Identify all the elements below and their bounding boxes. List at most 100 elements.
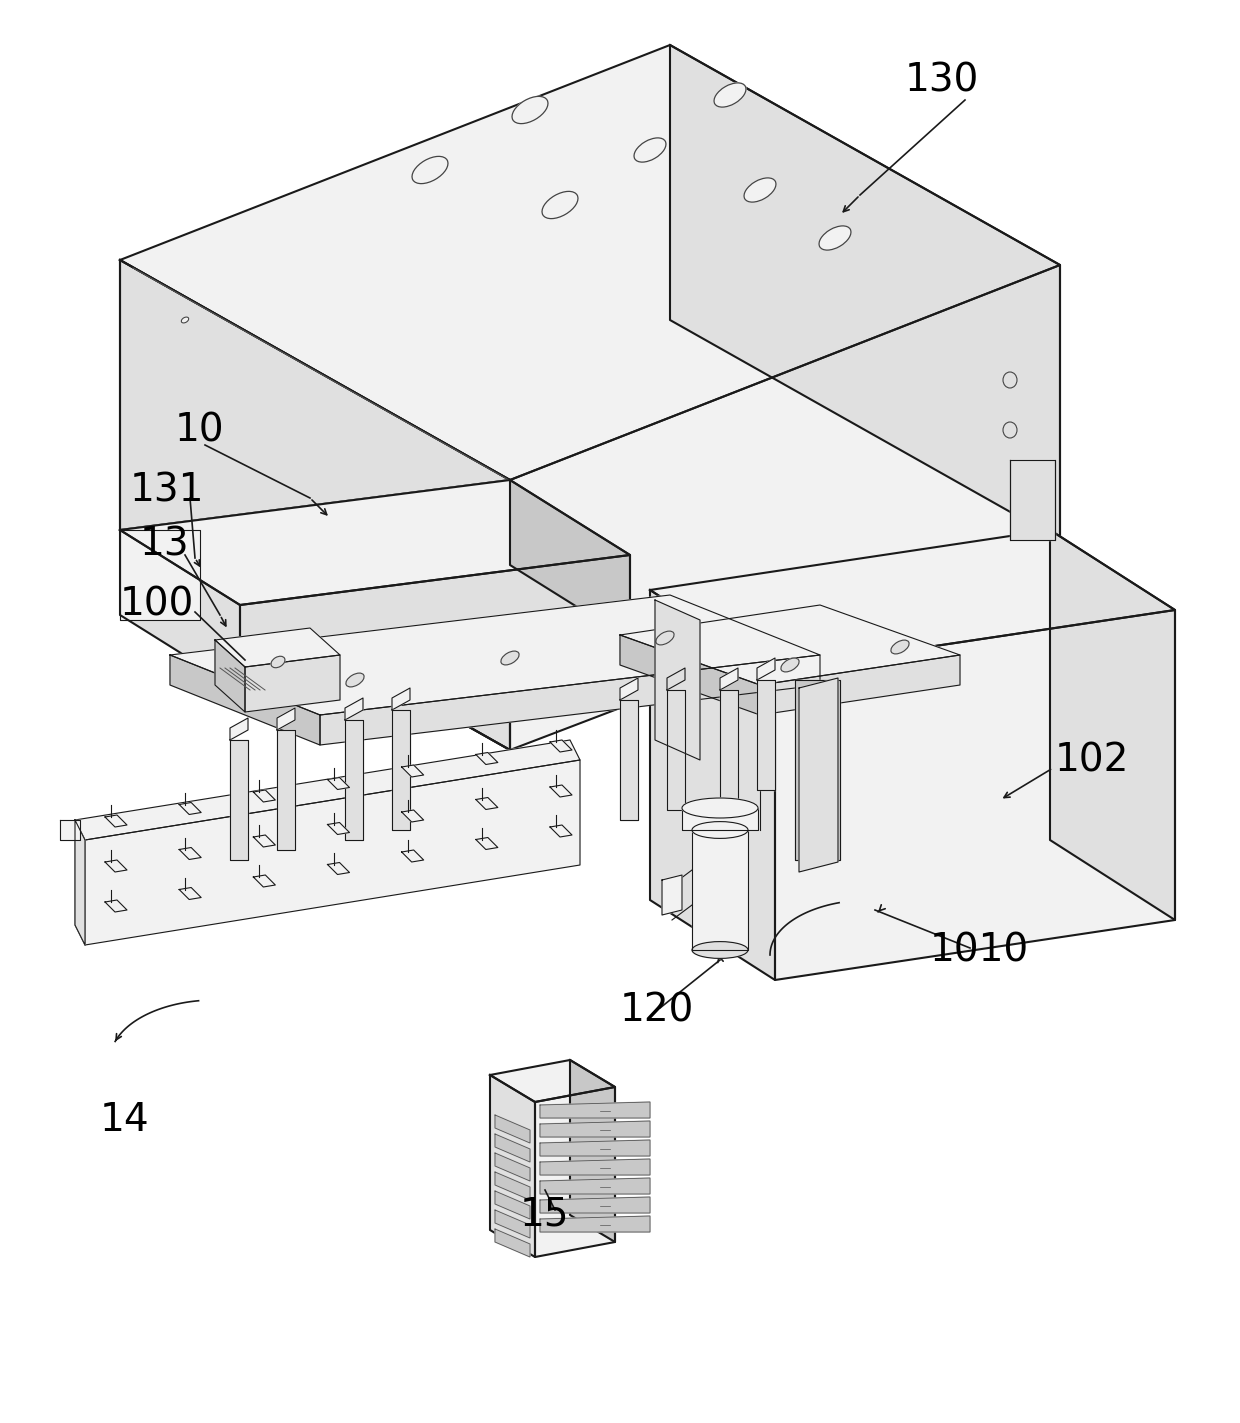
Polygon shape bbox=[277, 709, 295, 730]
Polygon shape bbox=[670, 46, 1060, 539]
Polygon shape bbox=[120, 260, 510, 750]
Polygon shape bbox=[539, 1101, 650, 1118]
Ellipse shape bbox=[634, 138, 666, 162]
Polygon shape bbox=[720, 690, 738, 800]
Polygon shape bbox=[105, 899, 126, 912]
Polygon shape bbox=[720, 667, 738, 690]
Polygon shape bbox=[476, 838, 497, 850]
Ellipse shape bbox=[714, 83, 746, 107]
Text: 130: 130 bbox=[905, 61, 980, 100]
Polygon shape bbox=[1050, 529, 1176, 921]
Polygon shape bbox=[539, 1178, 650, 1194]
Polygon shape bbox=[495, 1116, 529, 1143]
Polygon shape bbox=[620, 700, 639, 820]
Polygon shape bbox=[120, 529, 200, 620]
Polygon shape bbox=[120, 529, 241, 690]
Polygon shape bbox=[476, 753, 497, 764]
Ellipse shape bbox=[890, 640, 909, 655]
Polygon shape bbox=[539, 1217, 650, 1232]
Polygon shape bbox=[345, 699, 363, 720]
Polygon shape bbox=[170, 655, 320, 746]
Polygon shape bbox=[120, 480, 630, 605]
Polygon shape bbox=[756, 680, 775, 790]
Polygon shape bbox=[327, 822, 350, 834]
Polygon shape bbox=[277, 730, 295, 850]
Polygon shape bbox=[775, 610, 1176, 980]
Polygon shape bbox=[402, 850, 424, 862]
Polygon shape bbox=[215, 640, 246, 712]
Text: 120: 120 bbox=[620, 990, 694, 1029]
Ellipse shape bbox=[744, 178, 776, 202]
Polygon shape bbox=[495, 1191, 529, 1220]
Polygon shape bbox=[662, 875, 682, 915]
Polygon shape bbox=[620, 605, 960, 684]
Polygon shape bbox=[179, 803, 201, 814]
Ellipse shape bbox=[542, 191, 578, 219]
Ellipse shape bbox=[346, 673, 365, 687]
Polygon shape bbox=[74, 740, 580, 840]
Polygon shape bbox=[246, 655, 340, 712]
Text: 15: 15 bbox=[520, 1195, 569, 1234]
Polygon shape bbox=[692, 830, 748, 951]
Polygon shape bbox=[510, 265, 1060, 750]
Polygon shape bbox=[799, 677, 838, 872]
Polygon shape bbox=[241, 555, 630, 690]
Text: 100: 100 bbox=[120, 586, 195, 625]
Polygon shape bbox=[120, 46, 1060, 480]
Ellipse shape bbox=[501, 652, 520, 665]
Ellipse shape bbox=[1003, 423, 1017, 438]
Polygon shape bbox=[551, 740, 572, 751]
Polygon shape bbox=[320, 655, 820, 746]
Ellipse shape bbox=[682, 798, 758, 818]
Polygon shape bbox=[539, 1197, 650, 1212]
Polygon shape bbox=[229, 740, 248, 859]
Polygon shape bbox=[253, 835, 275, 847]
Polygon shape bbox=[667, 690, 684, 810]
Polygon shape bbox=[120, 260, 510, 750]
Polygon shape bbox=[60, 820, 81, 840]
Ellipse shape bbox=[1003, 371, 1017, 388]
Ellipse shape bbox=[512, 97, 548, 124]
Polygon shape bbox=[495, 1173, 529, 1200]
Polygon shape bbox=[495, 1134, 529, 1163]
Ellipse shape bbox=[656, 630, 675, 645]
Text: 10: 10 bbox=[175, 411, 224, 450]
Ellipse shape bbox=[272, 656, 285, 667]
Text: 1010: 1010 bbox=[930, 931, 1029, 969]
Polygon shape bbox=[495, 1229, 529, 1257]
Polygon shape bbox=[105, 815, 126, 827]
Polygon shape bbox=[551, 785, 572, 797]
Polygon shape bbox=[650, 591, 775, 980]
Polygon shape bbox=[539, 1140, 650, 1155]
Text: 131: 131 bbox=[130, 471, 205, 509]
Polygon shape bbox=[86, 760, 580, 945]
Polygon shape bbox=[327, 777, 350, 790]
Polygon shape bbox=[74, 820, 86, 945]
Polygon shape bbox=[495, 1210, 529, 1238]
Polygon shape bbox=[620, 677, 639, 700]
Polygon shape bbox=[795, 680, 839, 859]
Polygon shape bbox=[179, 848, 201, 859]
Polygon shape bbox=[551, 825, 572, 837]
Polygon shape bbox=[179, 888, 201, 899]
Polygon shape bbox=[476, 797, 497, 810]
Polygon shape bbox=[655, 601, 701, 760]
Polygon shape bbox=[760, 655, 960, 714]
Polygon shape bbox=[756, 657, 775, 680]
Polygon shape bbox=[495, 1153, 529, 1181]
Polygon shape bbox=[570, 1060, 615, 1242]
Polygon shape bbox=[392, 710, 410, 830]
Ellipse shape bbox=[412, 157, 448, 184]
Ellipse shape bbox=[692, 821, 748, 838]
Polygon shape bbox=[253, 875, 275, 887]
Polygon shape bbox=[229, 719, 248, 740]
Polygon shape bbox=[534, 1087, 615, 1257]
Polygon shape bbox=[539, 1121, 650, 1137]
Polygon shape bbox=[510, 480, 630, 640]
Polygon shape bbox=[253, 790, 275, 803]
Polygon shape bbox=[490, 1060, 615, 1101]
Ellipse shape bbox=[820, 226, 851, 250]
Polygon shape bbox=[650, 529, 1176, 670]
Polygon shape bbox=[392, 687, 410, 710]
Ellipse shape bbox=[692, 942, 748, 959]
